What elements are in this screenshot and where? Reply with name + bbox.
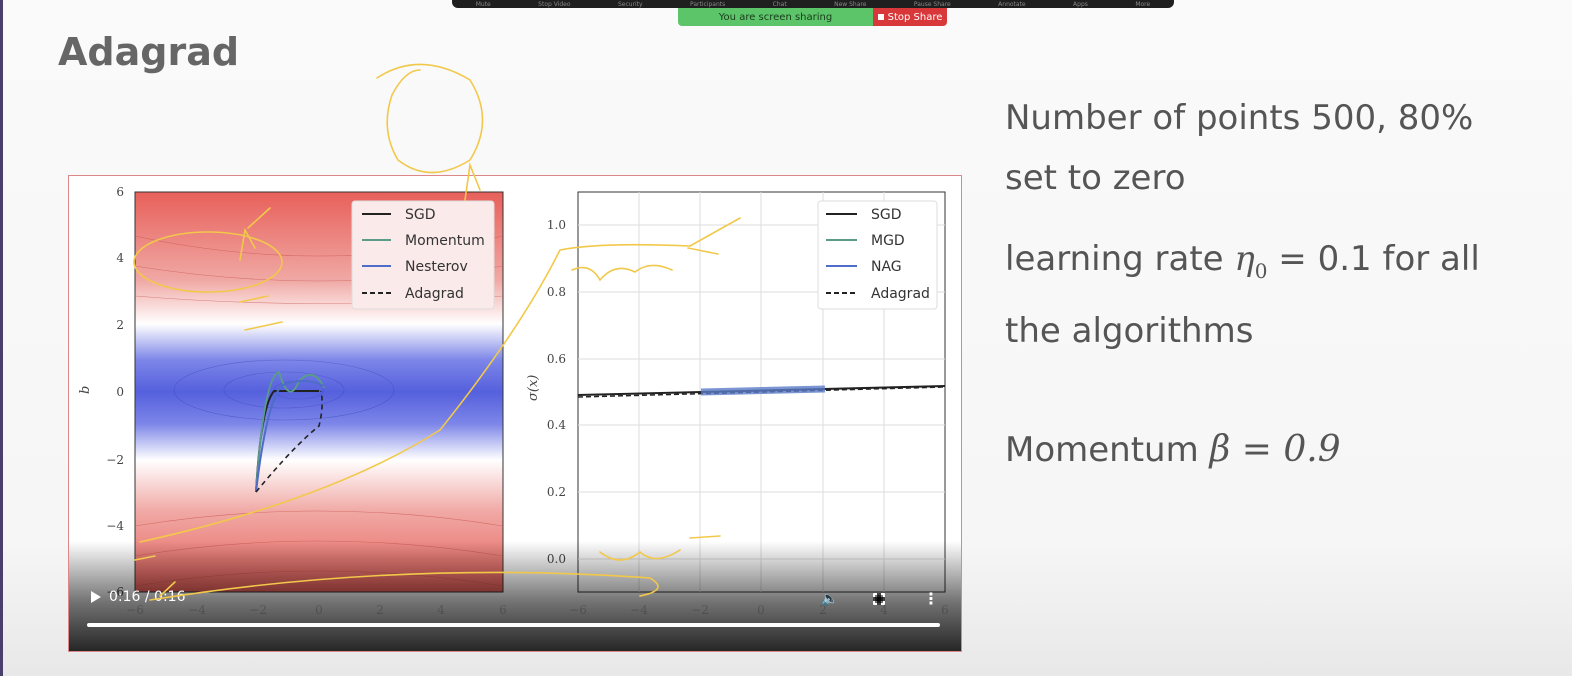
video-control-row: 0:16 / 0:16 [91, 589, 186, 605]
svg-text:SGD: SGD [871, 207, 902, 223]
stop-share-button[interactable]: Stop Share [873, 8, 947, 26]
video-player[interactable]: 6 4 2 0 −2 −4 −6 b SGD Momentum Nesterov… [68, 175, 962, 652]
toolbar-item-security[interactable]: Security [617, 1, 643, 8]
tick: −4 [106, 519, 124, 533]
stop-share-label: Stop Share [887, 11, 943, 23]
screen-sharing-indicator: You are screen sharing [678, 8, 873, 26]
right-ylabel: σ(x) [526, 375, 541, 401]
toolbar-item-chat[interactable]: Chat [772, 1, 787, 8]
zoom-toolbar: Mute Stop Video Security Participants Chat Ne… [452, 0, 1174, 8]
tick: 4 [116, 251, 124, 265]
slide-title: Adagrad [58, 30, 240, 74]
tick: 2 [116, 318, 124, 332]
presentation-slide: Adagrad Number of points 500, 80% set to… [3, 0, 1572, 676]
right-legend [817, 200, 938, 310]
tick: −2 [106, 453, 124, 467]
svg-text:Adagrad: Adagrad [405, 286, 464, 302]
svg-text:Nesterov: Nesterov [405, 259, 468, 275]
toolbar-item-participants[interactable]: Participants [690, 1, 726, 8]
tick: 0 [116, 385, 124, 399]
more-options-icon[interactable]: ⋮ [923, 589, 939, 608]
svg-text:Momentum: Momentum [405, 233, 485, 249]
toolbar-item-new-share[interactable]: New Share [834, 1, 867, 8]
play-icon[interactable] [91, 591, 101, 603]
stop-icon [877, 14, 884, 20]
volume-icon[interactable]: 🔈 [821, 591, 839, 607]
tick: 1.0 [547, 218, 566, 232]
tick: 0.2 [547, 485, 566, 499]
svg-text:MGD: MGD [871, 233, 905, 249]
video-time: 0:16 / 0:16 [109, 589, 186, 605]
video-right-controls: 🔈 ⋮ [821, 589, 939, 608]
fullscreen-icon[interactable] [873, 593, 885, 605]
toolbar-item-pause-share[interactable]: Pause Share [913, 1, 951, 8]
toolbar-item-more[interactable]: More [1135, 1, 1151, 8]
sharing-label: You are screen sharing [718, 11, 833, 23]
toolbar-item-stop-video[interactable]: Stop Video [538, 1, 571, 8]
svg-text:NAG: NAG [871, 259, 902, 275]
note-learning-rate: learning rate η0 = 0.1 for all the algor… [1005, 239, 1480, 351]
toolbar-item-mute[interactable]: Mute [475, 1, 491, 8]
svg-text:Adagrad: Adagrad [871, 286, 930, 302]
window-edge [0, 0, 3, 676]
tick: 0.8 [547, 285, 566, 299]
note-momentum: Momentum β = 0.9 [1005, 429, 1341, 470]
tick: 6 [116, 185, 124, 199]
note-points: Number of points 500, 80% set to zero [1005, 98, 1474, 198]
svg-text:SGD: SGD [405, 207, 436, 223]
tick: 0.6 [547, 352, 566, 366]
left-ylabel: b [78, 386, 93, 394]
toolbar-item-apps[interactable]: Apps [1073, 1, 1088, 8]
tick: 0.4 [547, 418, 566, 432]
toolbar-item-annotate[interactable]: Annotate [998, 1, 1026, 8]
video-progress-bar[interactable] [87, 623, 940, 627]
